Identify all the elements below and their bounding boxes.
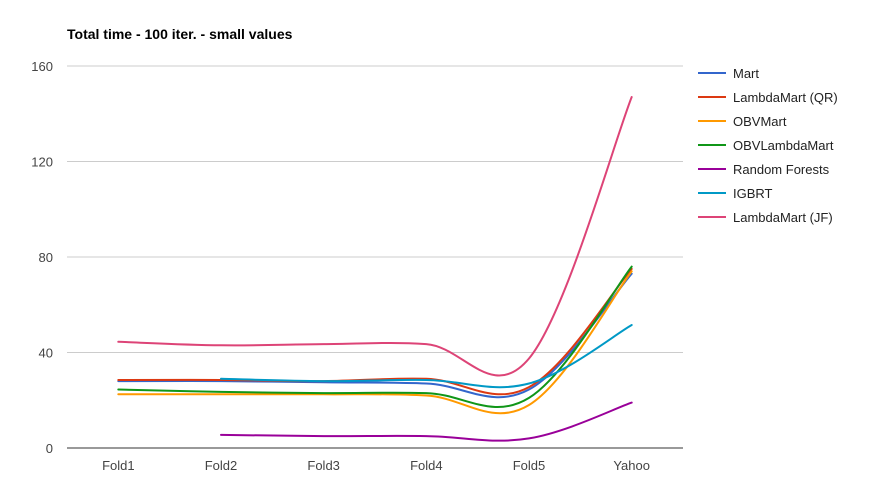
series-line-obvlambdamart bbox=[117, 265, 633, 408]
y-tick-label: 0 bbox=[46, 441, 53, 456]
gridlines bbox=[67, 65, 683, 353]
series-line-lambdamart-jf bbox=[117, 96, 633, 377]
series-line-igbrt bbox=[220, 324, 633, 389]
x-tick-label: Fold3 bbox=[307, 458, 340, 473]
x-tick-label: Fold4 bbox=[410, 458, 443, 473]
y-tick-label: 160 bbox=[31, 59, 53, 74]
legend-label-obvmart: OBVMart bbox=[733, 114, 787, 129]
y-tick-label: 80 bbox=[39, 250, 53, 265]
legend-label-lambdamart-qr: LambdaMart (QR) bbox=[733, 90, 838, 105]
x-tick-label: Fold1 bbox=[102, 458, 135, 473]
y-axis-ticks: 0 40 80 120 160 bbox=[31, 59, 53, 456]
legend-label-mart: Mart bbox=[733, 66, 759, 81]
legend-label-obvlambdamart: OBVLambdaMart bbox=[733, 138, 834, 153]
series-line-lambdamart-qr bbox=[117, 267, 633, 396]
legend-label-lambdamart-jf: LambdaMart (JF) bbox=[733, 210, 833, 225]
series-line-mart bbox=[117, 272, 633, 399]
series-lines bbox=[117, 96, 633, 442]
legend: Mart LambdaMart (QR) OBVMart OBVLambdaMart R… bbox=[698, 66, 838, 225]
y-tick-label: 40 bbox=[39, 346, 53, 361]
y-tick-label: 120 bbox=[31, 155, 53, 170]
series-line-random-forests bbox=[220, 401, 633, 442]
x-tick-label: Fold5 bbox=[513, 458, 546, 473]
x-tick-label: Fold2 bbox=[205, 458, 238, 473]
x-axis-ticks: Fold1 Fold2 Fold3 Fold4 Fold5 Yahoo bbox=[102, 458, 650, 473]
series-line-obvmart bbox=[117, 270, 633, 415]
chart-title: Total time - 100 iter. - small values bbox=[67, 26, 293, 42]
x-tick-label: Yahoo bbox=[613, 458, 650, 473]
legend-label-random-forests: Random Forests bbox=[733, 162, 830, 177]
legend-label-igbrt: IGBRT bbox=[733, 186, 773, 201]
